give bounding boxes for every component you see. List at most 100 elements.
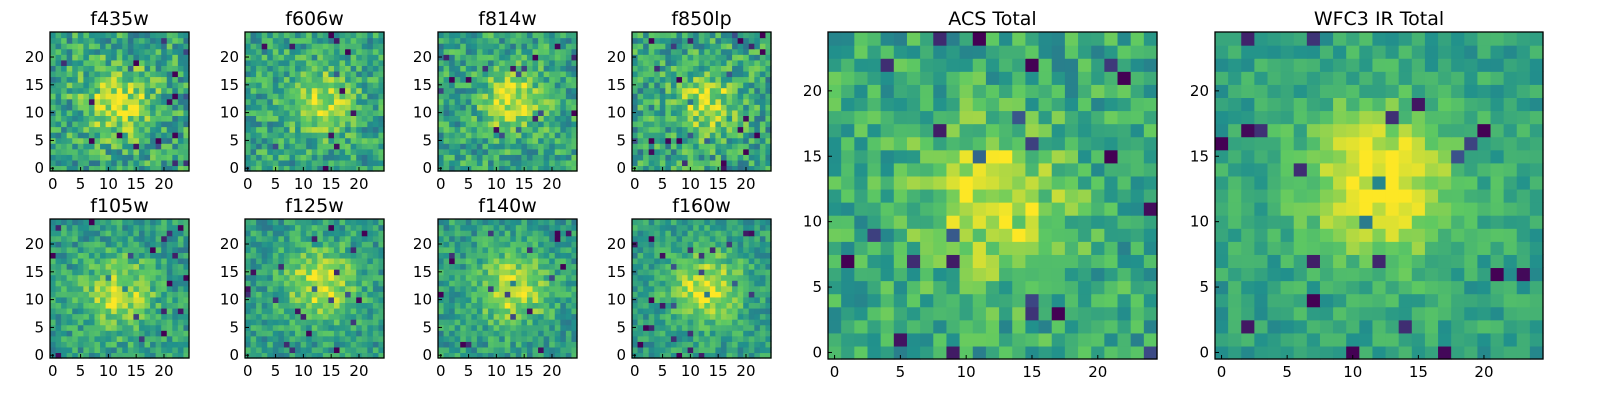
heatmap-cell — [88, 109, 96, 116]
heatmap-cell — [133, 341, 140, 348]
heatmap-cell — [245, 159, 252, 167]
heatmap-cell — [521, 37, 528, 44]
heatmap-cell — [317, 235, 324, 242]
heatmap-cell — [138, 93, 146, 100]
heatmap-cell — [66, 37, 73, 44]
heatmap-cell — [378, 307, 385, 315]
heatmap-cell — [476, 235, 484, 242]
heatmap-cell — [55, 246, 62, 253]
heatmap-cell — [311, 59, 318, 66]
heatmap-cell — [133, 126, 140, 133]
heatmap-cell — [245, 341, 252, 348]
heatmap-cell — [709, 143, 716, 150]
x-tick-label: 15 — [127, 175, 146, 193]
heatmap-cell — [449, 87, 456, 94]
heatmap-cell — [438, 252, 445, 259]
heatmap-cell — [311, 132, 318, 139]
heatmap-cell — [560, 32, 567, 39]
heatmap-cell — [367, 341, 374, 348]
heatmap-cell — [272, 143, 279, 150]
heatmap-cell — [637, 257, 644, 265]
heatmap-cell — [333, 274, 341, 281]
heatmap-cell — [55, 274, 62, 281]
heatmap-cell — [665, 59, 672, 66]
heatmap-cell — [144, 120, 151, 128]
heatmap-cell — [372, 98, 380, 105]
heatmap-cell — [105, 104, 112, 111]
heatmap-cell — [676, 165, 683, 172]
heatmap-cell — [72, 70, 79, 78]
heatmap-cell — [637, 319, 644, 326]
heatmap-cell — [720, 341, 728, 348]
heatmap-cell — [632, 341, 639, 348]
heatmap-cell — [345, 148, 352, 155]
heatmap-cell — [367, 319, 374, 326]
heatmap-cell — [83, 65, 90, 72]
heatmap-cell — [311, 280, 318, 287]
heatmap-cell — [55, 269, 62, 276]
heatmap-cell — [278, 82, 285, 89]
heatmap-cell — [526, 263, 534, 270]
heatmap-cell — [554, 154, 561, 161]
heatmap-cell — [504, 263, 511, 270]
heatmap-cell — [350, 59, 357, 66]
heatmap-cell — [300, 285, 307, 292]
heatmap-cell — [133, 143, 140, 150]
heatmap-cell — [350, 263, 357, 270]
heatmap-cell — [765, 302, 772, 309]
y-tick-label: 15 — [220, 263, 239, 281]
heatmap-cell — [127, 241, 134, 248]
heatmap-cell — [127, 280, 134, 287]
heatmap-cell — [61, 346, 68, 354]
heatmap-cell — [482, 241, 489, 248]
heatmap-cell — [676, 43, 683, 50]
heatmap-cell — [105, 43, 112, 50]
heatmap-cell — [345, 330, 352, 337]
heatmap-cell — [317, 104, 324, 111]
heatmap-cell — [532, 341, 539, 348]
heatmap-cell — [510, 98, 517, 105]
heatmap-cell — [659, 137, 666, 144]
heatmap-cell — [138, 87, 146, 94]
heatmap-cell — [532, 302, 539, 309]
heatmap-cell — [278, 324, 285, 331]
heatmap-cell — [111, 43, 118, 50]
heatmap-cell — [515, 346, 522, 354]
heatmap-cell — [289, 319, 296, 326]
heatmap-cell — [449, 313, 456, 320]
heatmap-cell — [565, 324, 573, 331]
heatmap-cell — [339, 302, 346, 309]
heatmap-cell — [438, 285, 445, 292]
heatmap-cell — [560, 307, 567, 315]
heatmap-cell — [676, 143, 683, 150]
heatmap-cell — [538, 65, 545, 72]
heatmap-cell — [759, 307, 767, 315]
heatmap-cell — [144, 59, 151, 66]
heatmap-cell — [105, 219, 112, 226]
heatmap-cell — [643, 335, 650, 342]
heatmap-cell — [720, 319, 728, 326]
heatmap-cell — [499, 48, 506, 55]
heatmap-cell — [88, 137, 96, 144]
heatmap-cell — [482, 230, 489, 237]
heatmap-cell — [543, 65, 550, 72]
heatmap-cell — [250, 159, 257, 167]
heatmap-cell — [488, 335, 495, 342]
heatmap-cell — [289, 87, 296, 94]
heatmap-cell — [122, 65, 129, 72]
heatmap-cell — [328, 54, 335, 61]
heatmap-cell — [698, 143, 705, 150]
heatmap-cell — [127, 104, 134, 111]
heatmap-cell — [278, 319, 285, 326]
heatmap-cell — [55, 263, 62, 270]
heatmap-cell — [367, 143, 374, 150]
heatmap-cell — [172, 352, 179, 359]
heatmap-cell — [549, 120, 556, 128]
heatmap-cell — [256, 307, 263, 315]
heatmap-cell — [61, 313, 68, 320]
heatmap-cell — [72, 335, 79, 342]
heatmap-cell — [350, 93, 357, 100]
heatmap-cell — [127, 82, 134, 89]
heatmap-cell — [554, 335, 561, 342]
heatmap-cell — [687, 154, 694, 161]
